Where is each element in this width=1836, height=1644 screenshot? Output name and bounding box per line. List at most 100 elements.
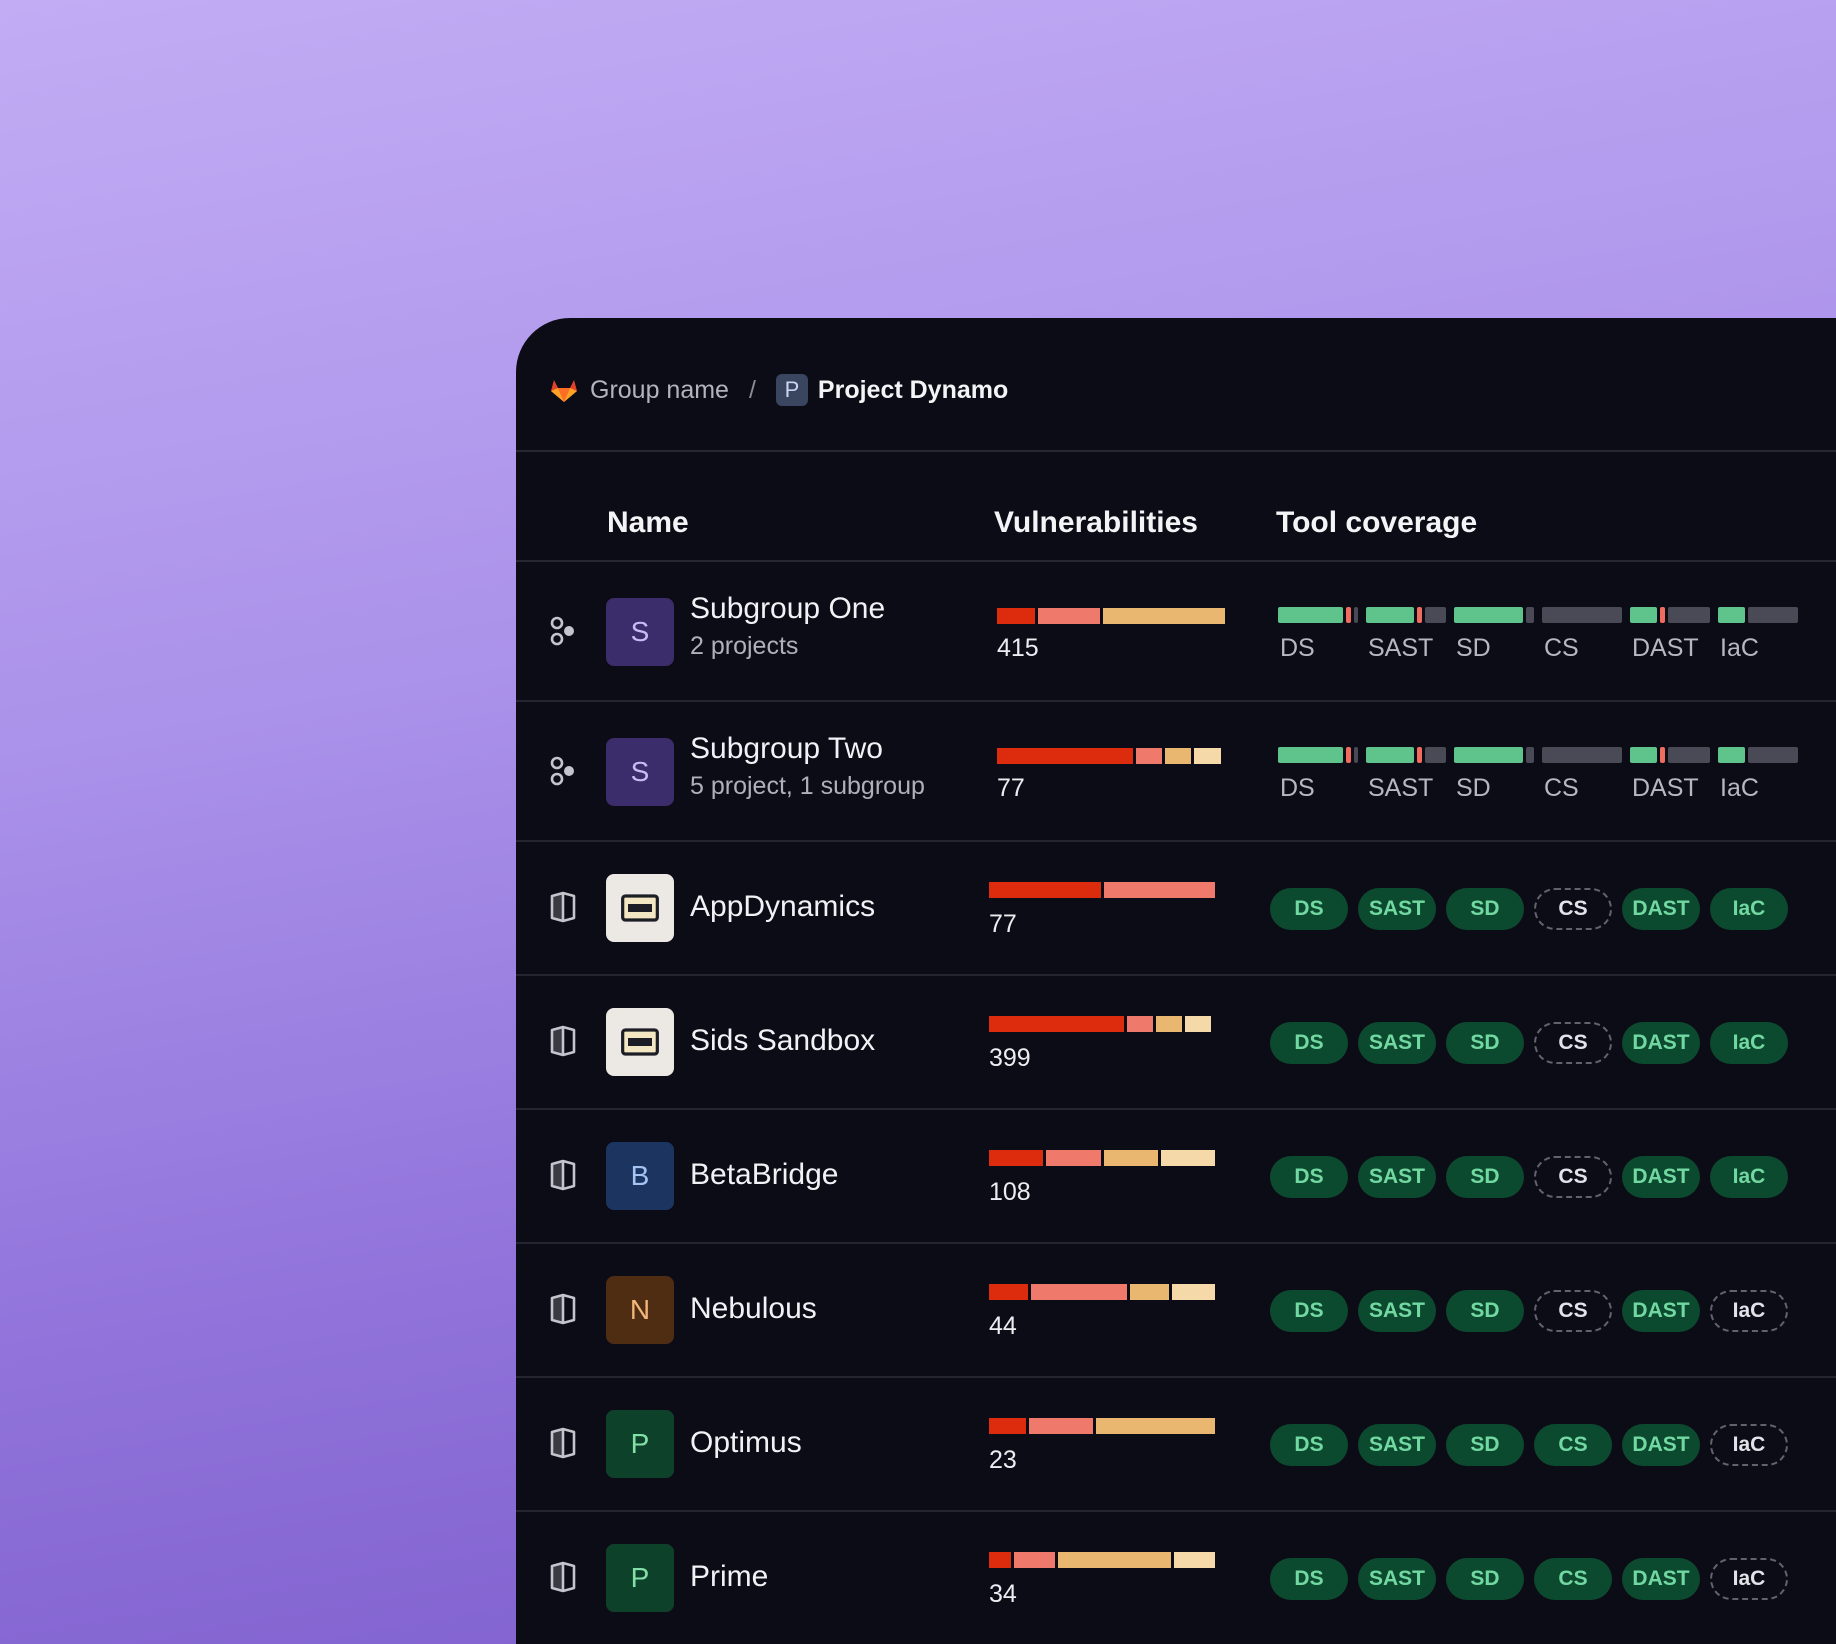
row-name-link[interactable]: Subgroup Two: [690, 732, 883, 765]
vulnerability-severity-bar[interactable]: [989, 1016, 1215, 1032]
breadcrumb-group-link[interactable]: Group name: [590, 375, 729, 404]
coverage-bar-iac[interactable]: [1718, 607, 1798, 623]
tool-pill-ds[interactable]: DS: [1270, 1156, 1348, 1198]
vulnerability-severity-bar[interactable]: [989, 1284, 1215, 1300]
tool-pill-cs[interactable]: CS: [1534, 1022, 1612, 1064]
tool-pill-sd[interactable]: SD: [1446, 1290, 1524, 1332]
tool-pill-dast[interactable]: DAST: [1622, 1022, 1700, 1064]
row-name-link[interactable]: Sids Sandbox: [690, 1024, 876, 1057]
security-dashboard-panel: Group name / P Project Dynamo Name Vulne…: [516, 318, 1836, 1644]
coverage-label: CS: [1544, 634, 1579, 662]
tool-pill-sd[interactable]: SD: [1446, 1022, 1524, 1064]
vulnerability-severity-bar[interactable]: [989, 1552, 1215, 1568]
tool-pill-ds[interactable]: DS: [1270, 1022, 1348, 1064]
tool-pill-sast[interactable]: SAST: [1358, 1156, 1436, 1198]
coverage-bar-dast[interactable]: [1630, 607, 1710, 623]
vulnerability-severity-bar[interactable]: [989, 1150, 1215, 1166]
coverage-bar-dast[interactable]: [1630, 747, 1710, 763]
tool-pill-iac[interactable]: IaC: [1710, 888, 1788, 930]
row-subtitle: 5 project, 1 subgroup: [690, 772, 925, 800]
vulnerability-severity-bar[interactable]: [997, 748, 1225, 764]
breadcrumb: Group name / P Project Dynamo: [548, 370, 1008, 410]
severity-segment: [1194, 748, 1221, 764]
row-name-link[interactable]: Optimus: [690, 1426, 802, 1459]
tool-pill-sd[interactable]: SD: [1446, 1424, 1524, 1466]
severity-segment: [989, 1284, 1029, 1300]
breadcrumb-current-project[interactable]: Project Dynamo: [817, 375, 1009, 404]
coverage-bar-ds[interactable]: [1278, 607, 1358, 623]
tool-pill-sd[interactable]: SD: [1446, 1558, 1524, 1600]
tool-pill-cs[interactable]: CS: [1534, 1424, 1612, 1466]
vulnerability-severity-bar[interactable]: [997, 608, 1225, 624]
row-name-link[interactable]: Nebulous: [690, 1292, 817, 1325]
vulnerability-severity-bar[interactable]: [989, 1418, 1215, 1434]
tool-pill-cs[interactable]: CS: [1534, 1290, 1612, 1332]
subgroup-icon: [550, 616, 574, 646]
tool-pill-iac[interactable]: IaC: [1710, 1424, 1788, 1466]
severity-segment: [997, 608, 1035, 624]
table-row[interactable]: N Nebulous 44 DS SAST SD CS DAST IaC: [516, 1244, 1836, 1378]
tool-pill-cs[interactable]: CS: [1534, 1558, 1612, 1600]
coverage-bar-sast[interactable]: [1366, 747, 1446, 763]
row-divider: [516, 700, 1836, 702]
coverage-bar-cs[interactable]: [1542, 747, 1622, 763]
coverage-bar-sd[interactable]: [1454, 747, 1534, 763]
severity-segment: [1096, 1418, 1215, 1434]
tool-pill-iac[interactable]: IaC: [1710, 1156, 1788, 1198]
subgroup-icon: [550, 756, 574, 786]
coverage-bar-cs[interactable]: [1542, 607, 1622, 623]
coverage-label: IaC: [1720, 774, 1759, 802]
gitlab-logo-icon[interactable]: [548, 374, 580, 406]
tool-pill-dast[interactable]: DAST: [1622, 1558, 1700, 1600]
table-row[interactable]: S Subgroup Two 5 project, 1 subgroup 77 DS SA…: [516, 702, 1836, 842]
coverage-issue-segment: [1660, 607, 1666, 623]
tool-pill-sast[interactable]: SAST: [1358, 1290, 1436, 1332]
tool-pill-iac[interactable]: IaC: [1710, 1290, 1788, 1332]
tool-pill-sd[interactable]: SD: [1446, 888, 1524, 930]
tool-pill-ds[interactable]: DS: [1270, 888, 1348, 930]
coverage-uncovered-segment: [1353, 747, 1358, 763]
severity-segment: [1102, 608, 1225, 624]
row-name-link[interactable]: AppDynamics: [690, 890, 876, 923]
coverage-bar-sast[interactable]: [1366, 607, 1446, 623]
tool-pill-sast[interactable]: SAST: [1358, 1022, 1436, 1064]
table-row[interactable]: S Subgroup One 2 projects 415 DS SAST SD CS DAST…: [516, 562, 1836, 702]
tool-pill-iac[interactable]: IaC: [1710, 1022, 1788, 1064]
row-name-link[interactable]: Prime: [690, 1560, 769, 1593]
project-icon: [550, 1159, 576, 1191]
coverage-bar-iac[interactable]: [1718, 747, 1798, 763]
tool-pill-dast[interactable]: DAST: [1622, 1424, 1700, 1466]
tool-pill-sd[interactable]: SD: [1446, 1156, 1524, 1198]
row-avatar: P: [606, 1410, 674, 1478]
column-header-name[interactable]: Name: [607, 506, 689, 539]
vulnerability-severity-bar[interactable]: [989, 882, 1215, 898]
tool-pill-ds[interactable]: DS: [1270, 1424, 1348, 1466]
vulnerability-count: 44: [989, 1312, 1017, 1340]
row-name-link[interactable]: BetaBridge: [690, 1158, 839, 1191]
tool-pill-cs[interactable]: CS: [1534, 888, 1612, 930]
table-row[interactable]: AppDynamics 77 DS SAST SD CS DAST IaC: [516, 842, 1836, 976]
tool-pill-iac[interactable]: IaC: [1710, 1558, 1788, 1600]
table-row[interactable]: P Optimus 23 DS SAST SD CS DAST IaC: [516, 1378, 1836, 1512]
tool-pill-cs[interactable]: CS: [1534, 1156, 1612, 1198]
tool-pill-dast[interactable]: DAST: [1622, 1290, 1700, 1332]
table-row[interactable]: P Prime 34 DS SAST SD CS DAST IaC: [516, 1512, 1836, 1644]
tool-pill-sast[interactable]: SAST: [1358, 1424, 1436, 1466]
tool-pill-sast[interactable]: SAST: [1358, 1558, 1436, 1600]
project-icon: [550, 1293, 576, 1325]
tool-pill-sast[interactable]: SAST: [1358, 888, 1436, 930]
coverage-bar-sd[interactable]: [1454, 607, 1534, 623]
column-header-vulnerabilities[interactable]: Vulnerabilities: [994, 506, 1198, 539]
severity-segment: [997, 748, 1133, 764]
coverage-bar-ds[interactable]: [1278, 747, 1358, 763]
row-name-link[interactable]: Subgroup One: [690, 592, 886, 625]
tool-pill-dast[interactable]: DAST: [1622, 1156, 1700, 1198]
column-header-tool-coverage[interactable]: Tool coverage: [1276, 506, 1478, 539]
coverage-uncovered-segment: [1542, 747, 1622, 763]
tool-pill-ds[interactable]: DS: [1270, 1290, 1348, 1332]
tool-pill-ds[interactable]: DS: [1270, 1558, 1348, 1600]
table-row[interactable]: Sids Sandbox 399 DS SAST SD CS DAST IaC: [516, 976, 1836, 1110]
row-divider: [516, 1376, 1836, 1378]
tool-pill-dast[interactable]: DAST: [1622, 888, 1700, 930]
table-row[interactable]: B BetaBridge 108 DS SAST SD CS DAST IaC: [516, 1110, 1836, 1244]
